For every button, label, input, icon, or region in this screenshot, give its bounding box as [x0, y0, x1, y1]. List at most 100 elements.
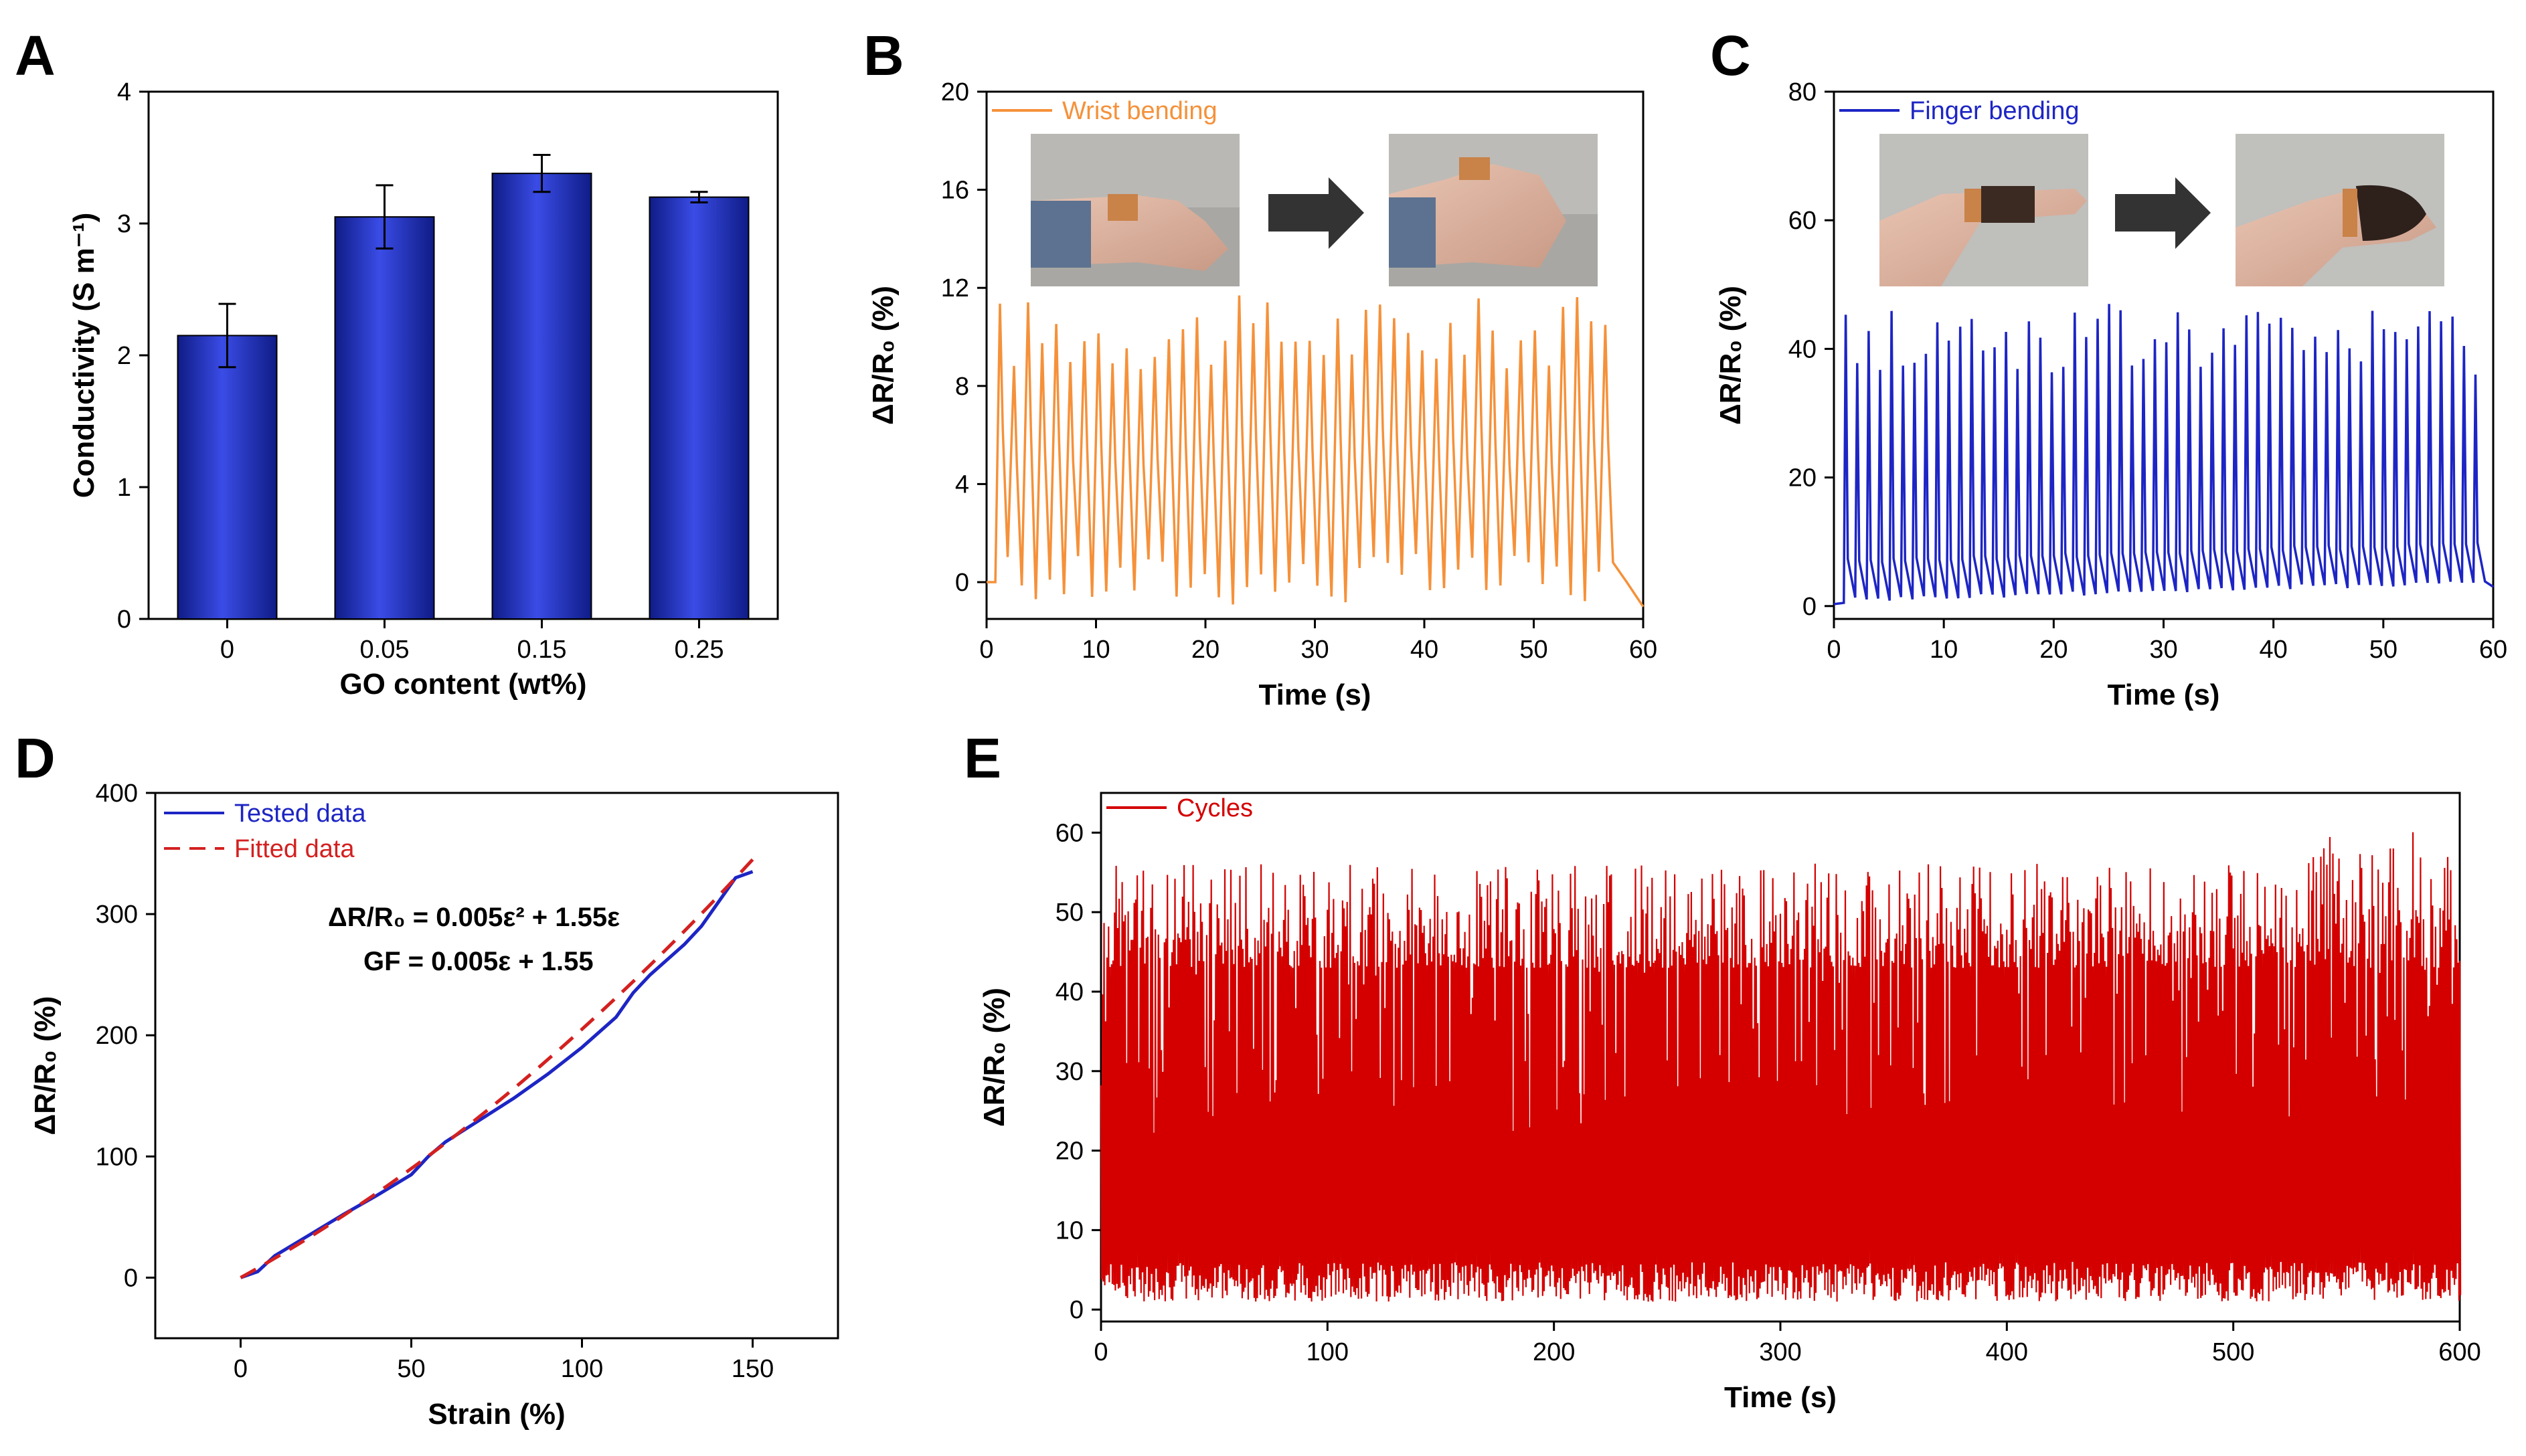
y-tick-label: 4 [955, 470, 969, 498]
x-tick-label: 50 [1519, 636, 1547, 664]
y-axis-label: ΔR/R₀ (%) [29, 996, 62, 1135]
y-tick-label: 400 [96, 780, 138, 808]
y-tick-label: 60 [1056, 819, 1084, 847]
legend-fitted-data-label: Fitted data [234, 835, 355, 863]
x-tick-label: 300 [1759, 1338, 1801, 1366]
panel-d-line-chart: 0 50 100 150 0 100 200 300 400 Strain (%) ΔR/R₀ (%… [29, 780, 839, 1431]
equation-gauge-factor: GF = 0.005ε + 1.55 [363, 947, 594, 976]
equation-delta-r: ΔR/R₀ = 0.005ε² + 1.55ε [328, 903, 620, 932]
y-tick-label: 1 [117, 474, 131, 502]
x-tick-label: 60 [1629, 636, 1657, 664]
panel-label-e: E [964, 727, 1001, 790]
x-tick-label: 20 [1191, 636, 1219, 664]
y-tick-label: 3 [117, 210, 131, 238]
x-tick-label: 0 [979, 636, 993, 664]
series-line-fitted-data [240, 858, 754, 1279]
y-tick-label: 16 [941, 177, 969, 205]
plot-frame [154, 792, 839, 1340]
x-tick-label: 0 [1827, 636, 1841, 664]
x-axis-label: Strain (%) [428, 1398, 565, 1431]
x-tick-label: 100 [1307, 1338, 1349, 1366]
arrow-icon-c [2115, 177, 2211, 249]
y-tick-label: 0 [117, 606, 131, 634]
series-line-wrist-bending [987, 295, 1645, 608]
series-line-cycles [1100, 832, 2462, 1302]
y-axis-label: ΔR/R₀ (%) [978, 988, 1011, 1127]
legend-cycles-label: Cycles [1177, 794, 1253, 822]
y-tick-label: 100 [96, 1143, 138, 1171]
x-tick-label: 0.15 [517, 636, 567, 664]
series-line-finger-bending [1833, 304, 2494, 606]
x-tick-label: 100 [561, 1355, 603, 1383]
y-axis-label: ΔR/R₀ (%) [867, 286, 900, 425]
y-tick-label: 12 [941, 274, 969, 302]
x-tick-label: 0 [234, 1355, 248, 1383]
y-tick-label: 0 [124, 1264, 138, 1292]
wrist-straight-photo [1031, 134, 1240, 286]
wrist-bent-photo [1389, 134, 1598, 286]
x-tick-label: 10 [1082, 636, 1110, 664]
x-tick-label: 50 [397, 1355, 425, 1383]
bar [649, 196, 750, 620]
y-tick-label: 300 [96, 901, 138, 929]
x-axis-label: Time (s) [1724, 1381, 1837, 1414]
y-tick-label: 40 [1788, 335, 1817, 363]
bar [491, 173, 592, 620]
bar [177, 335, 278, 620]
y-tick-label: 0 [955, 569, 969, 597]
panel-label-b: B [863, 24, 904, 87]
finger-straight-photo [1879, 134, 2088, 286]
finger-bent-photo [2236, 134, 2444, 286]
x-tick-label: 10 [1930, 636, 1958, 664]
y-tick-label: 20 [1056, 1138, 1084, 1166]
y-tick-label: 2 [117, 342, 131, 370]
x-tick-label: 0 [1094, 1338, 1108, 1366]
x-tick-label: 600 [2438, 1338, 2480, 1366]
x-tick-label: 0.25 [675, 636, 724, 664]
bar [334, 216, 435, 620]
panel-label-d: D [15, 727, 56, 790]
y-tick-label: 10 [1056, 1216, 1084, 1245]
x-tick-label: 20 [2039, 636, 2068, 664]
panel-c-line-chart: 0 10 20 30 40 50 60 0 20 40 60 80 Time (s) ΔR/R₀ (%) F… [1714, 78, 2507, 711]
y-axis-label: ΔR/R₀ (%) [1714, 286, 1747, 425]
x-tick-label: 500 [2212, 1338, 2254, 1366]
legend-finger-bending-label: Finger bending [1910, 97, 2080, 125]
y-tick-label: 80 [1788, 78, 1817, 106]
x-tick-label: 60 [2479, 636, 2507, 664]
panel-label-a: A [15, 24, 56, 87]
y-tick-label: 60 [1788, 207, 1817, 235]
series-line-tested-data [240, 870, 754, 1279]
x-axis-label: Time (s) [1259, 678, 1371, 711]
x-tick-label: 200 [1533, 1338, 1575, 1366]
x-tick-label: 30 [2149, 636, 2177, 664]
panel-a-bar-chart: 0 1 2 3 4 0 0.05 0.15 0.25 GO content (wt%) Conduc… [68, 78, 779, 701]
y-tick-label: 0 [1802, 593, 1817, 621]
arrow-icon-b [1268, 177, 1364, 249]
x-tick-label: 40 [2260, 636, 2288, 664]
panel-b-line-chart: 0 10 20 30 40 50 60 0 4 8 12 16 20 Time (s) ΔR/R₀ (%) W… [867, 78, 1657, 711]
y-tick-label: 50 [1056, 899, 1084, 927]
legend-tested-data-label: Tested data [234, 800, 366, 828]
y-tick-label: 40 [1056, 978, 1084, 1006]
x-tick-label: 150 [732, 1355, 774, 1383]
x-tick-label: 0 [220, 636, 234, 664]
x-tick-label: 30 [1300, 636, 1329, 664]
x-tick-label: 50 [2369, 636, 2397, 664]
y-tick-label: 4 [117, 78, 131, 106]
x-axis-label: Time (s) [2108, 678, 2220, 711]
y-tick-label: 8 [955, 373, 969, 401]
x-tick-label: 400 [1986, 1338, 2028, 1366]
legend-wrist-bending-label: Wrist bending [1062, 97, 1217, 125]
x-tick-label: 40 [1410, 636, 1438, 664]
x-axis-label: GO content (wt%) [339, 668, 586, 701]
panel-e-line-chart: 0 100 200 300 400 500 600 0 10 20 30 40 50 60 Time (s)… [978, 792, 2481, 1414]
y-tick-label: 20 [1788, 464, 1817, 492]
x-tick-label: 0.05 [360, 636, 410, 664]
y-tick-label: 30 [1056, 1058, 1084, 1086]
y-tick-label: 0 [1070, 1296, 1084, 1324]
y-tick-label: 200 [96, 1022, 138, 1050]
panel-label-c: C [1710, 24, 1751, 87]
y-axis-label: Conductivity (S m⁻¹) [68, 213, 100, 498]
